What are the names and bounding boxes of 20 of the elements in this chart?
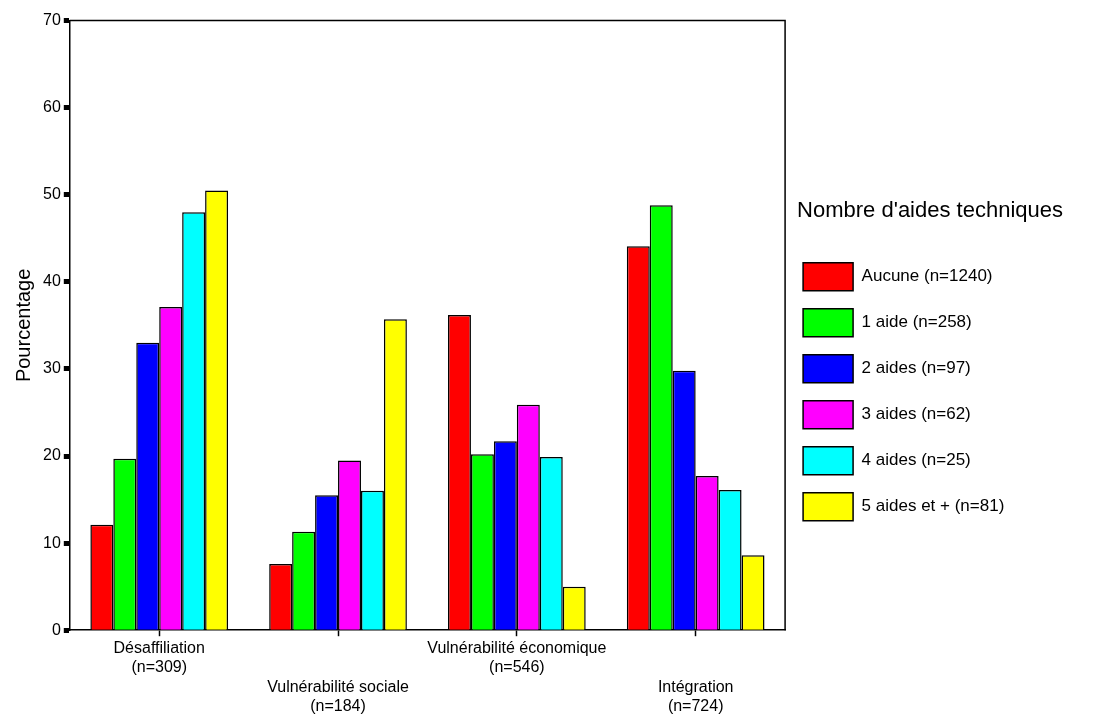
y-tick-label: 50 (43, 185, 61, 203)
legend-label: 2 aides (n=97) (861, 358, 971, 378)
legend-label: 4 aides (n=25) (861, 450, 971, 470)
x-tick-label: Intégration (n=724) (657, 677, 734, 714)
legend-label: 3 aides (n=62) (861, 404, 971, 424)
y-tick-label: 10 (43, 533, 61, 551)
y-tick-label: 20 (43, 446, 61, 464)
x-tick-label: Désaffiliation (n=309) (113, 639, 205, 676)
y-tick-label: 60 (43, 98, 61, 116)
y-tick-label: 70 (43, 11, 61, 29)
x-tick-label: Vulnérabilité sociale (n=184) (267, 677, 409, 714)
y-tick-label: 0 (51, 620, 61, 638)
legend-title: Nombre d'aides techniques (797, 197, 1063, 223)
y-tick-label: 30 (43, 359, 61, 377)
x-tick-label: Vulnérabilité économique (n=546) (427, 639, 607, 676)
legend-label: 1 aide (n=258) (861, 312, 972, 332)
legend-label: 5 aides et + (n=81) (861, 496, 1005, 516)
legend-label: Aucune (n=1240) (861, 266, 993, 286)
y-tick-label: 40 (43, 272, 61, 290)
y-axis-title: Pourcentage (11, 268, 34, 383)
